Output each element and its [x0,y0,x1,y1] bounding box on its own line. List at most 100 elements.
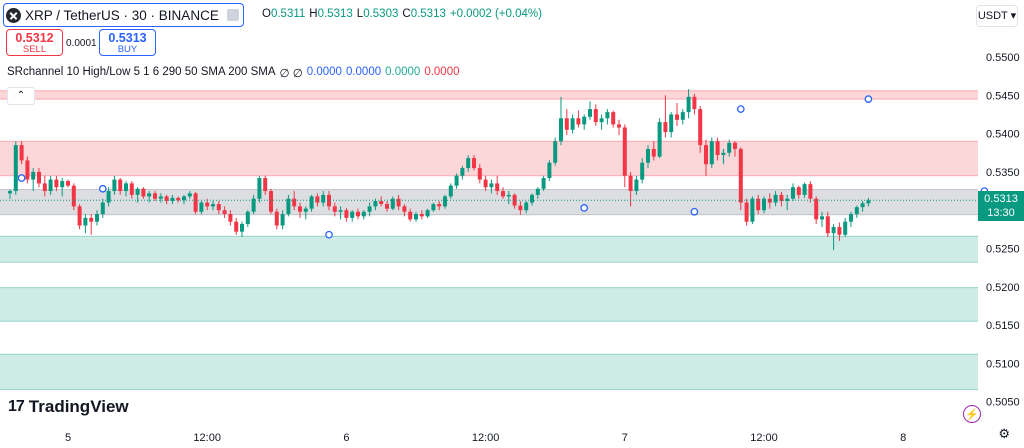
symbol-selector[interactable]: XRP / TetherUS · 30 · BINANCE [3,3,244,27]
symbol-title: XRP / TetherUS · 30 · BINANCE [25,7,219,23]
candle-body [796,187,801,195]
candle-body [182,196,186,201]
candle-body [216,204,221,211]
ohlc-legend: O0.5311 H0.5313 L0.5303 C0.5313 +0.0002 … [262,8,542,20]
candle-body [541,178,546,189]
time-tick-label: 5 [65,432,71,444]
flash-icon[interactable]: ⚡ [963,405,981,423]
candle-124 [727,139,732,157]
indicator-value-2: 0.0000 [345,66,382,78]
candle-101 [593,104,598,126]
candle-65 [385,201,389,212]
tradingview-logo[interactable]: 17 TradingView [8,397,129,417]
candle-84 [495,175,500,195]
gear-icon[interactable]: ⚙ [998,426,1010,441]
indicator-value-4: 0.0000 [424,66,460,78]
candle-body [350,211,355,218]
candle-113 [663,95,668,138]
candle-body [466,158,471,169]
candle-106 [622,124,627,188]
compare-icon[interactable] [226,9,239,21]
candle-body [390,198,395,209]
candle-body [820,216,824,220]
candle-body [205,202,210,207]
candle-body [576,118,581,125]
candle-body [744,202,749,222]
candle-body [501,191,505,197]
signal-marker-2 [325,230,333,239]
candle-body [849,214,853,222]
currency-dropdown[interactable]: USDT ▾ [976,5,1018,27]
collapse-legend-button[interactable]: ⌃ [7,87,35,105]
candle-4 [31,168,36,192]
candle-23 [141,187,146,199]
candle-51 [303,206,308,220]
bar-countdown: 13:30 [987,207,1015,219]
candle-142 [831,223,836,251]
candle-67 [396,194,401,211]
candle-118 [692,93,697,115]
signal-marker-1 [98,184,107,193]
candle-body [582,116,587,125]
candle-12 [77,204,82,230]
candle-134 [785,194,790,211]
candle-body [675,114,679,120]
candle-body [95,214,99,222]
candle-0 [8,189,12,199]
time-axis[interactable]: 5 12:00 6 12:00 7 12:00 8 [65,432,906,444]
candle-body [251,198,256,212]
zone-resistance-1 [0,141,978,176]
candle-148 [866,197,871,207]
candle-79 [466,155,471,172]
candle-88 [518,201,523,215]
candle-body [593,109,598,123]
buy-button[interactable]: 0.5313 BUY [99,29,156,56]
candle-body [187,193,192,197]
candle-body [385,204,389,209]
sell-button[interactable]: 0.5312 SELL [6,29,63,56]
candle-17 [106,187,111,207]
candle-body [379,201,384,205]
zone-support-3 [0,236,978,263]
candle-137 [802,182,807,198]
indicator-value-3: 0.0000 [385,66,421,78]
candle-108 [634,175,639,195]
candle-6 [42,175,47,197]
candle-body [60,181,65,188]
signal-marker-5 [736,105,745,113]
candle-60 [356,208,360,220]
candle-body [512,194,517,206]
candle-26 [158,193,163,203]
candle-body [274,211,279,226]
candle-body [19,145,24,161]
candle-109 [640,158,645,184]
candle-21 [129,181,134,199]
candle-body [129,183,134,195]
candle-body [553,141,558,163]
candle-82 [483,175,488,192]
candle-133 [779,191,784,207]
candle-body [77,206,82,226]
candle-33 [199,201,204,215]
candle-136 [796,185,801,199]
candle-95 [559,96,563,146]
candle-body [170,197,175,202]
candle-body [825,216,830,234]
candle-body [8,191,12,194]
candle-103 [605,109,610,125]
candle-body [112,179,117,192]
candle-50 [298,202,302,218]
candle-114 [669,112,674,138]
candle-body [791,187,795,199]
candle-body [257,178,262,199]
candle-10 [66,179,70,188]
candle-13 [83,214,88,234]
price-axis[interactable]: 0.55000.54500.54000.53500.53000.52500.52… [986,52,1020,409]
candle-body [158,196,163,199]
candle-body [721,152,726,156]
candle-55 [327,191,331,211]
candle-132 [773,191,778,207]
candle-body [617,124,621,128]
indicator-legend[interactable]: SRchannel 10 High/Low 5 1 6 290 50 SMA 2… [7,66,460,80]
